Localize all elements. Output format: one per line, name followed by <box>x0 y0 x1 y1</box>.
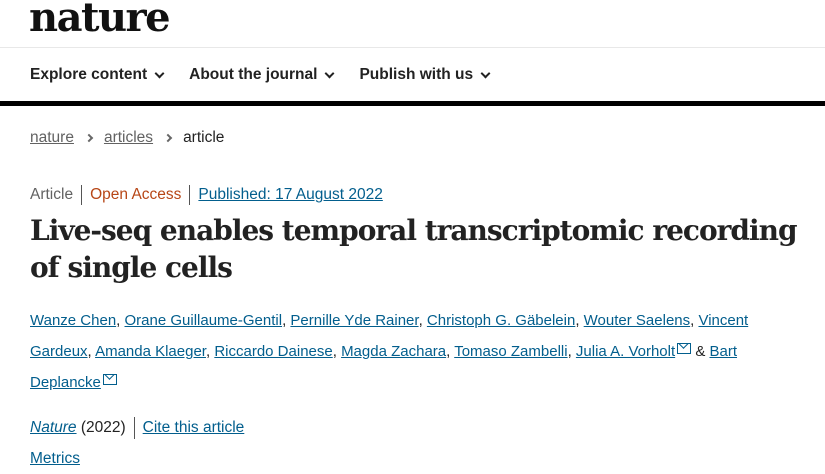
chevron-right-icon <box>163 133 173 143</box>
open-access-badge: Open Access <box>90 186 182 203</box>
authors-and: & <box>695 343 706 360</box>
divider <box>133 417 135 439</box>
chevron-down-icon <box>154 68 165 78</box>
chevron-down-icon <box>480 68 491 78</box>
author-link[interactable]: Pernille Yde Rainer <box>290 312 419 329</box>
breadcrumb: nature articles article <box>30 129 224 147</box>
nav-label: About the journal <box>189 66 318 83</box>
author-link[interactable]: Tomaso Zambelli <box>454 343 568 360</box>
author-link[interactable]: Riccardo Dainese <box>214 343 333 360</box>
email-icon[interactable] <box>677 343 692 354</box>
breadcrumb-nature[interactable]: nature <box>30 129 74 146</box>
author-list: Wanze Chen, Orane Guillaume-Gentil, Pern… <box>30 312 749 391</box>
nav-about-the-journal[interactable]: About the journal <box>189 66 335 84</box>
email-icon[interactable] <box>102 374 117 385</box>
author-link[interactable]: Wouter Saelens <box>583 312 691 329</box>
article-type: Article <box>30 186 74 203</box>
published-date-link[interactable]: Published: 17 August 2022 <box>198 186 383 203</box>
author-link[interactable]: Julia A. Vorholt <box>575 343 676 360</box>
author-link[interactable]: Wanze Chen <box>30 312 117 329</box>
author-link[interactable]: Christoph G. Gäbelein <box>426 312 576 329</box>
nav-label: Explore content <box>30 66 148 83</box>
header-bar <box>0 101 825 106</box>
author-link[interactable]: Magda Zachara <box>341 343 447 360</box>
citation-line: Nature (2022) Cite this article <box>30 417 244 439</box>
divider <box>81 185 83 205</box>
nav-label: Publish with us <box>359 66 474 83</box>
divider <box>189 185 191 205</box>
article-meta: Article Open Access Published: 17 August… <box>30 185 383 205</box>
main-nav: Explore content About the journal Publis… <box>30 66 491 84</box>
breadcrumb-current: article <box>183 129 225 146</box>
citation-year: (2022) <box>80 419 126 436</box>
metrics-link[interactable]: Metrics <box>30 450 80 467</box>
article-title: Live-seq enables temporal transcriptomic… <box>30 214 798 284</box>
author-link[interactable]: Orane Guillaume-Gentil <box>124 312 283 329</box>
journal-link[interactable]: Nature <box>30 419 77 436</box>
author-link[interactable]: Vincent Gardeux <box>30 312 749 360</box>
breadcrumb-articles[interactable]: articles <box>103 129 154 146</box>
nav-explore-content[interactable]: Explore content <box>30 66 165 84</box>
author-link[interactable]: Amanda Klaeger <box>95 343 206 360</box>
nav-publish-with-us[interactable]: Publish with us <box>359 66 491 84</box>
author-link[interactable]: Bart Deplancke <box>30 343 738 391</box>
cite-this-article-link[interactable]: Cite this article <box>142 419 245 436</box>
nature-logo[interactable]: nature <box>29 0 171 41</box>
chevron-down-icon <box>324 68 335 78</box>
divider <box>0 47 825 48</box>
chevron-right-icon <box>84 133 94 143</box>
